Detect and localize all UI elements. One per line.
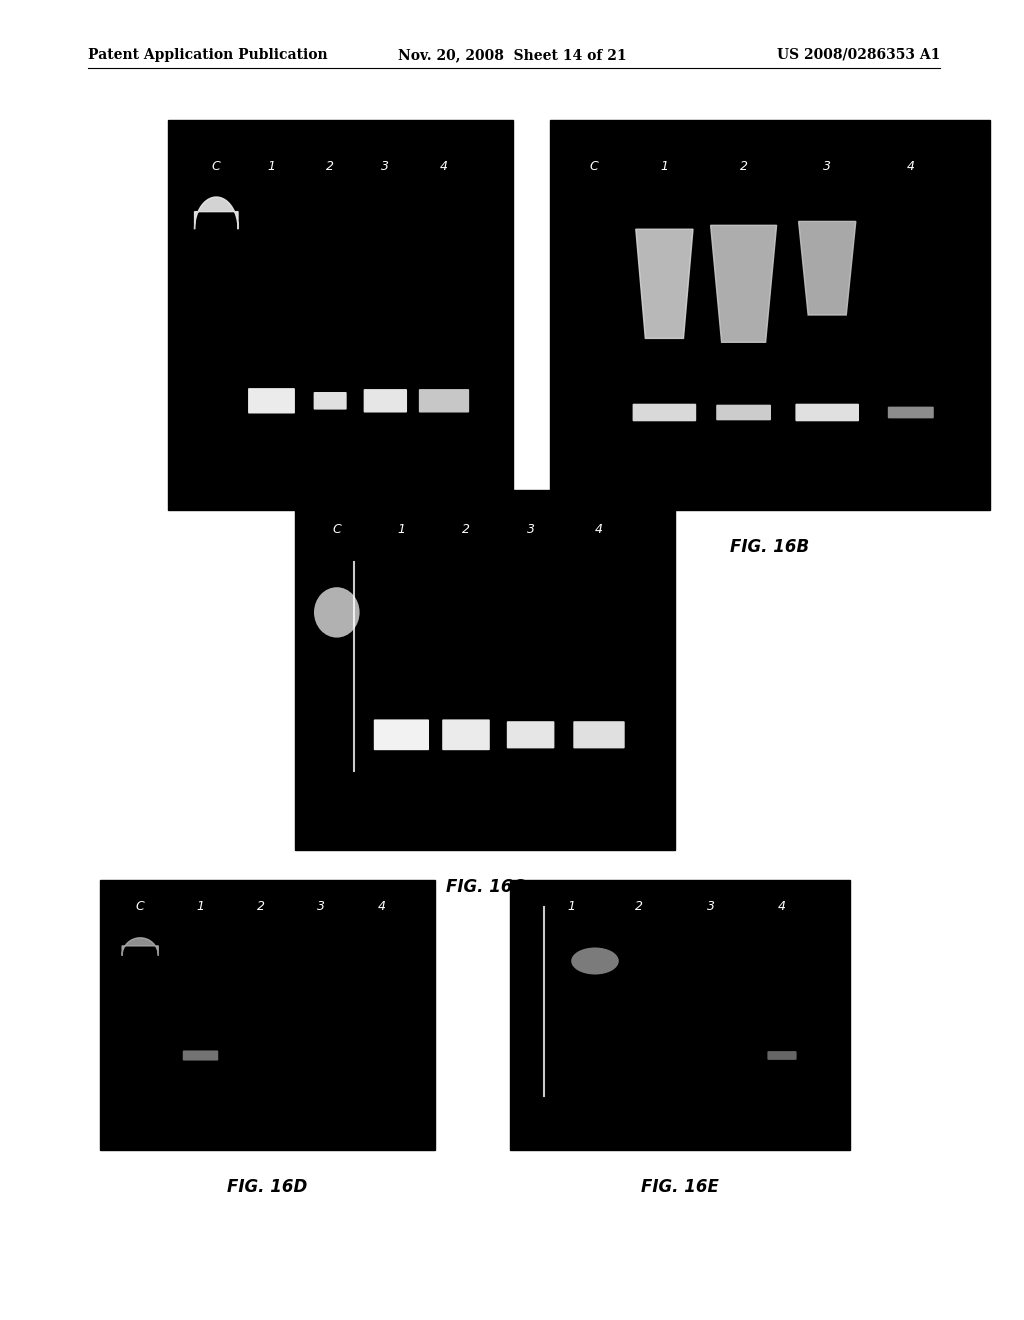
FancyBboxPatch shape [442, 719, 489, 750]
Polygon shape [711, 226, 776, 342]
Text: 1: 1 [267, 160, 275, 173]
Ellipse shape [571, 948, 618, 974]
Text: 1: 1 [397, 523, 406, 536]
Text: 2: 2 [327, 160, 334, 173]
FancyBboxPatch shape [248, 388, 295, 413]
Text: 3: 3 [823, 160, 831, 173]
Bar [510, 880, 850, 1150]
Text: 2: 2 [739, 160, 748, 173]
FancyBboxPatch shape [573, 721, 625, 748]
Text: C: C [212, 160, 221, 173]
Text: 1: 1 [660, 160, 669, 173]
Text: 4: 4 [440, 160, 449, 173]
Text: C: C [333, 523, 341, 536]
Text: 3: 3 [707, 900, 715, 913]
FancyBboxPatch shape [796, 404, 859, 421]
FancyBboxPatch shape [888, 407, 934, 418]
Text: C: C [136, 900, 144, 913]
Text: Patent Application Publication: Patent Application Publication [88, 48, 328, 62]
Text: 3: 3 [317, 900, 325, 913]
Text: 4: 4 [907, 160, 914, 173]
Bar [550, 120, 990, 510]
Text: 4: 4 [778, 900, 786, 913]
Text: FIG. 16A: FIG. 16A [301, 539, 380, 556]
FancyBboxPatch shape [419, 389, 469, 413]
FancyBboxPatch shape [364, 389, 408, 413]
Text: FIG. 16E: FIG. 16E [641, 1177, 719, 1196]
FancyBboxPatch shape [507, 721, 554, 748]
Text: 3: 3 [381, 160, 389, 173]
Text: 1: 1 [197, 900, 205, 913]
Text: 1: 1 [567, 900, 575, 913]
FancyBboxPatch shape [374, 719, 429, 750]
Polygon shape [636, 230, 693, 338]
FancyBboxPatch shape [313, 392, 347, 409]
Polygon shape [122, 937, 159, 956]
Text: 4: 4 [595, 523, 603, 536]
Text: FIG. 16B: FIG. 16B [730, 539, 810, 556]
Text: FIG. 16C: FIG. 16C [445, 878, 524, 896]
Text: 4: 4 [378, 900, 385, 913]
Text: C: C [590, 160, 598, 173]
Text: 2: 2 [462, 523, 470, 536]
Bar [295, 490, 675, 850]
Bar [100, 880, 435, 1150]
Text: 2: 2 [635, 900, 643, 913]
Polygon shape [195, 197, 238, 230]
Text: 2: 2 [257, 900, 265, 913]
Text: 3: 3 [526, 523, 535, 536]
Polygon shape [799, 222, 856, 315]
FancyBboxPatch shape [767, 1051, 797, 1060]
Text: FIG. 16D: FIG. 16D [227, 1177, 307, 1196]
Ellipse shape [314, 587, 359, 638]
FancyBboxPatch shape [633, 404, 696, 421]
FancyBboxPatch shape [716, 405, 771, 420]
Bar [168, 120, 513, 510]
FancyBboxPatch shape [182, 1051, 218, 1060]
Text: US 2008/0286353 A1: US 2008/0286353 A1 [776, 48, 940, 62]
Text: Nov. 20, 2008  Sheet 14 of 21: Nov. 20, 2008 Sheet 14 of 21 [397, 48, 627, 62]
